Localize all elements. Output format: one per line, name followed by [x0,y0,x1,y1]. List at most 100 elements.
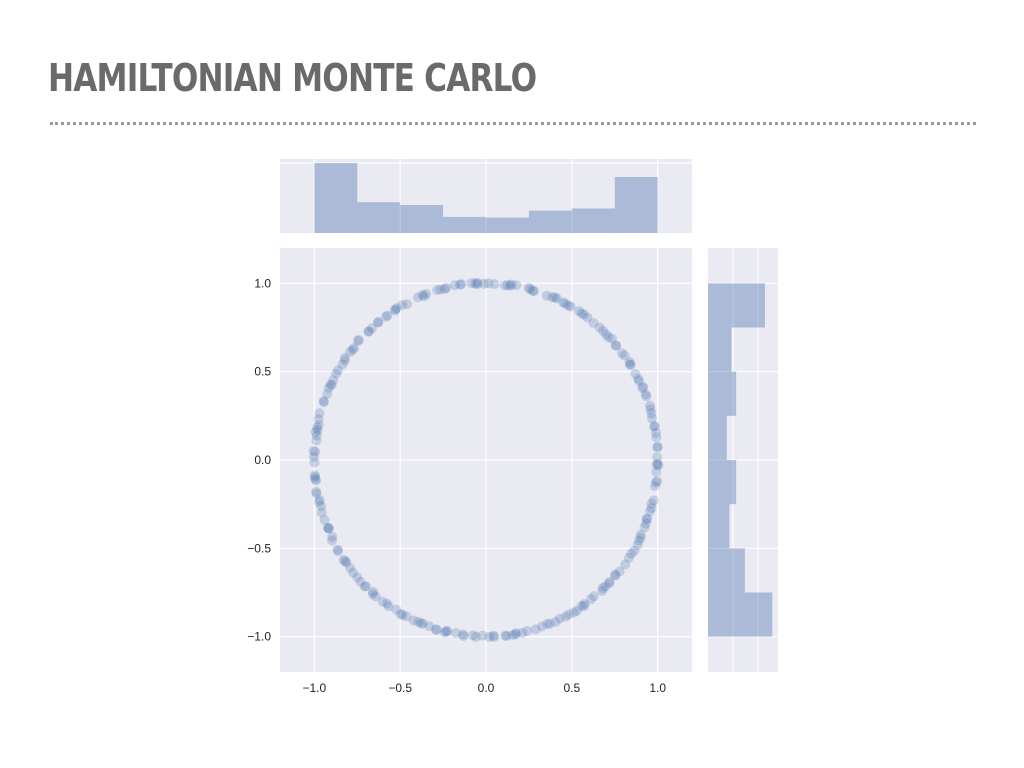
scatter-point [360,581,371,592]
scatter-point [323,383,334,394]
scatter-point [651,459,662,470]
scatter-point [541,290,552,301]
scatter-point [652,441,663,452]
scatter-point [634,535,645,546]
scatter-point [359,581,370,592]
scatter-point [488,630,499,641]
y-tick-label: 0.0 [254,453,271,467]
y-histogram-bar [708,283,765,328]
y-tick-label: 1.0 [254,276,271,290]
scatter-point [316,501,327,512]
scatter-point [641,514,652,525]
scatter-point [576,600,587,611]
scatter-point [614,566,625,577]
scatter-point [525,284,536,295]
scatter-point [653,460,664,471]
scatter-point [325,379,336,390]
scatter-point [327,535,338,546]
scatter-point [442,626,453,637]
scatter-point [646,498,657,509]
scatter-point [467,630,478,641]
scatter-point [501,630,512,641]
scatter-point [441,282,452,293]
scatter-point [367,589,378,600]
scatter-point [397,609,408,620]
scatter-point [597,585,608,596]
scatter-point [431,624,442,635]
scatter-point [635,529,646,540]
scatter-point [563,300,574,311]
x-histogram-bar [357,202,401,233]
scatter-point [435,284,446,295]
scatter-point [568,607,579,618]
y-tick-label: 0.5 [254,365,271,379]
scatter-point [353,336,364,347]
scatter-point [333,546,344,557]
scatter-point [309,457,320,468]
scatter-point [489,631,500,642]
scatter-point [368,586,379,597]
scatter-point [340,556,351,567]
scatter-point [314,494,325,505]
scatter-point [601,329,612,340]
scatter-point [456,279,467,290]
scatter-point [477,630,488,641]
scatter-point [558,297,569,308]
scatter-point [310,446,321,457]
scatter-point [563,609,574,620]
scatter-point [637,382,648,393]
scatter-point [391,604,402,615]
scatter-point [523,282,534,293]
scatter-point [318,397,329,408]
scatter-point [430,624,441,635]
scatter-point [472,279,483,290]
scatter-point [522,625,533,636]
scatter-point [652,458,663,469]
scatter-point [542,619,553,630]
scatter-point [638,381,649,392]
scatter-point [652,452,663,463]
scatter-point [625,359,636,370]
scatter-point [363,326,374,337]
scatter-point [417,289,428,300]
scatter-point [421,288,432,299]
scatter-point [649,421,660,432]
scatter-point [646,413,657,424]
scatter-point [382,310,393,321]
scatter-point [338,554,349,565]
scatter-point [517,627,528,638]
scatter-point [472,277,483,288]
scatter-point [620,559,631,570]
scatter-point [545,618,556,629]
scatter-point [500,630,511,641]
scatter-point [312,425,323,436]
scatter-point [309,451,320,462]
scatter-point [648,495,659,506]
marginal-x-histogram-panel [280,159,692,233]
scatter-point [449,280,460,291]
scatter-point [588,591,599,602]
scatter-point [579,601,590,612]
scatter-point [397,300,408,311]
scatter-point [314,496,325,507]
scatter-point [645,400,656,411]
scatter-point [373,317,384,328]
scatter-point [629,545,640,556]
x-tick-label: 0.0 [478,681,495,695]
scatter-point [314,408,325,419]
scatter-point [610,340,621,351]
x-tick-label: −0.5 [388,681,412,695]
scatter-point [635,532,646,543]
scatter-point [507,630,518,641]
scatter-point [611,340,622,351]
scatter-point [332,544,343,555]
scatter-point [458,630,469,641]
scatter-point [439,627,450,638]
y-histogram-bar [708,371,737,416]
scatter-point [560,611,571,622]
scatter-point [381,598,392,609]
y-histogram-bar [708,460,737,505]
scatter-point [624,357,635,368]
scatter-point [458,629,469,640]
